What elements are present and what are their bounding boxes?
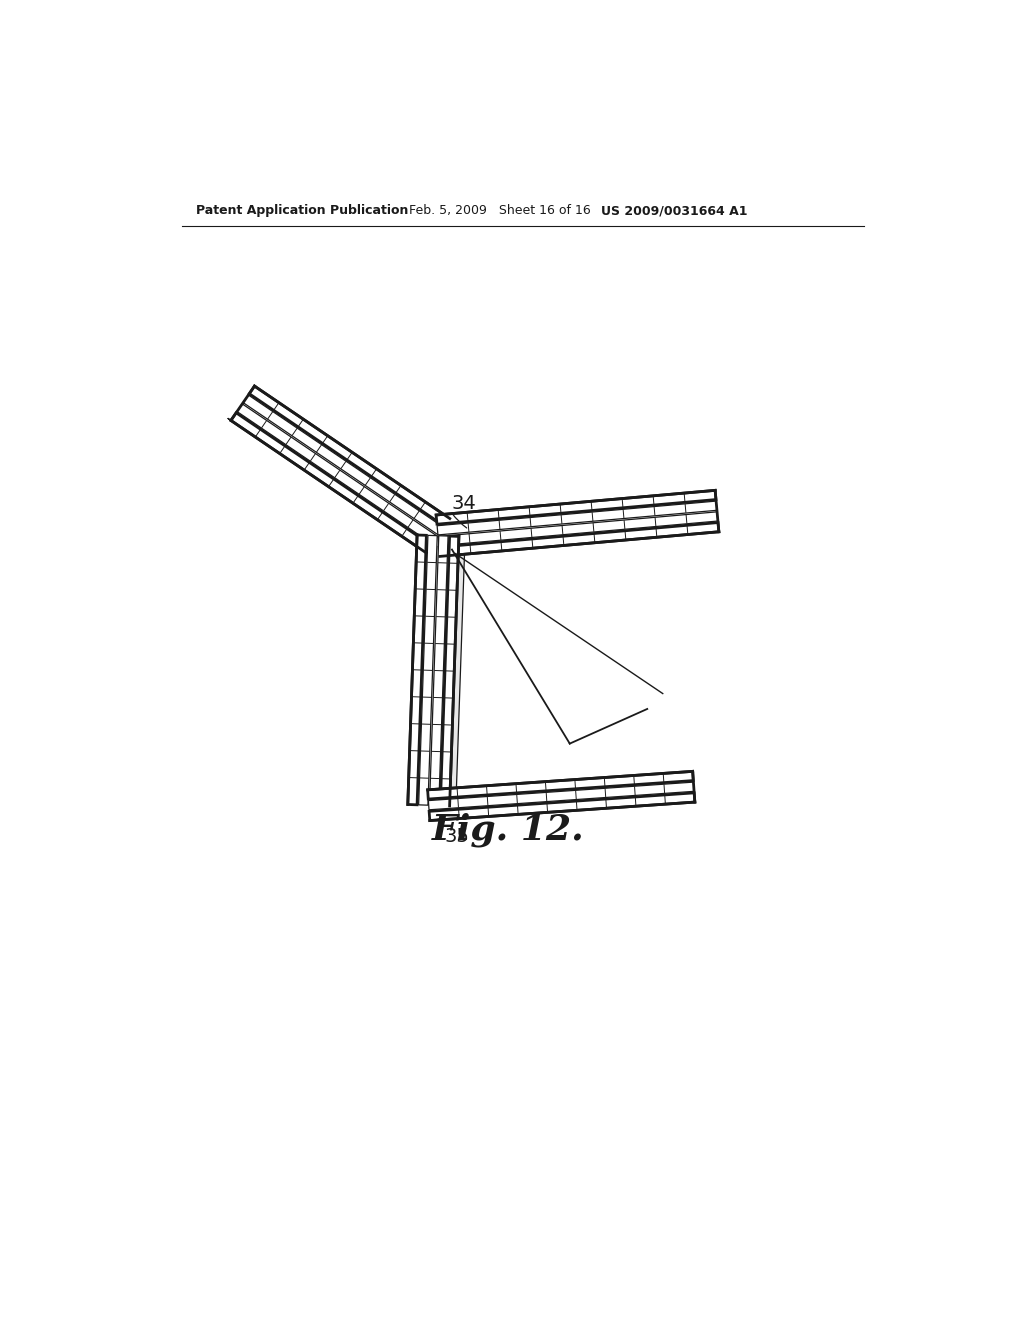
Polygon shape — [428, 771, 693, 799]
Text: Fig. 12.: Fig. 12. — [431, 813, 584, 847]
Polygon shape — [450, 536, 465, 807]
Text: 35: 35 — [444, 826, 469, 846]
Polygon shape — [429, 536, 449, 805]
Polygon shape — [428, 771, 692, 795]
Polygon shape — [249, 385, 450, 527]
Polygon shape — [428, 783, 694, 809]
Polygon shape — [436, 490, 715, 520]
Polygon shape — [439, 523, 719, 557]
Polygon shape — [429, 793, 695, 821]
Polygon shape — [227, 418, 426, 553]
Text: Feb. 5, 2009   Sheet 16 of 16: Feb. 5, 2009 Sheet 16 of 16 — [410, 205, 591, 218]
Polygon shape — [437, 502, 717, 535]
Polygon shape — [419, 536, 437, 805]
Polygon shape — [243, 395, 443, 535]
Polygon shape — [408, 535, 426, 805]
Text: Patent Application Publication: Patent Application Publication — [197, 205, 409, 218]
Polygon shape — [438, 512, 718, 545]
Polygon shape — [230, 413, 431, 553]
Polygon shape — [436, 490, 716, 524]
Text: 34: 34 — [452, 494, 477, 513]
Polygon shape — [440, 536, 459, 807]
Polygon shape — [237, 404, 437, 544]
Text: US 2009/0031664 A1: US 2009/0031664 A1 — [601, 205, 748, 218]
